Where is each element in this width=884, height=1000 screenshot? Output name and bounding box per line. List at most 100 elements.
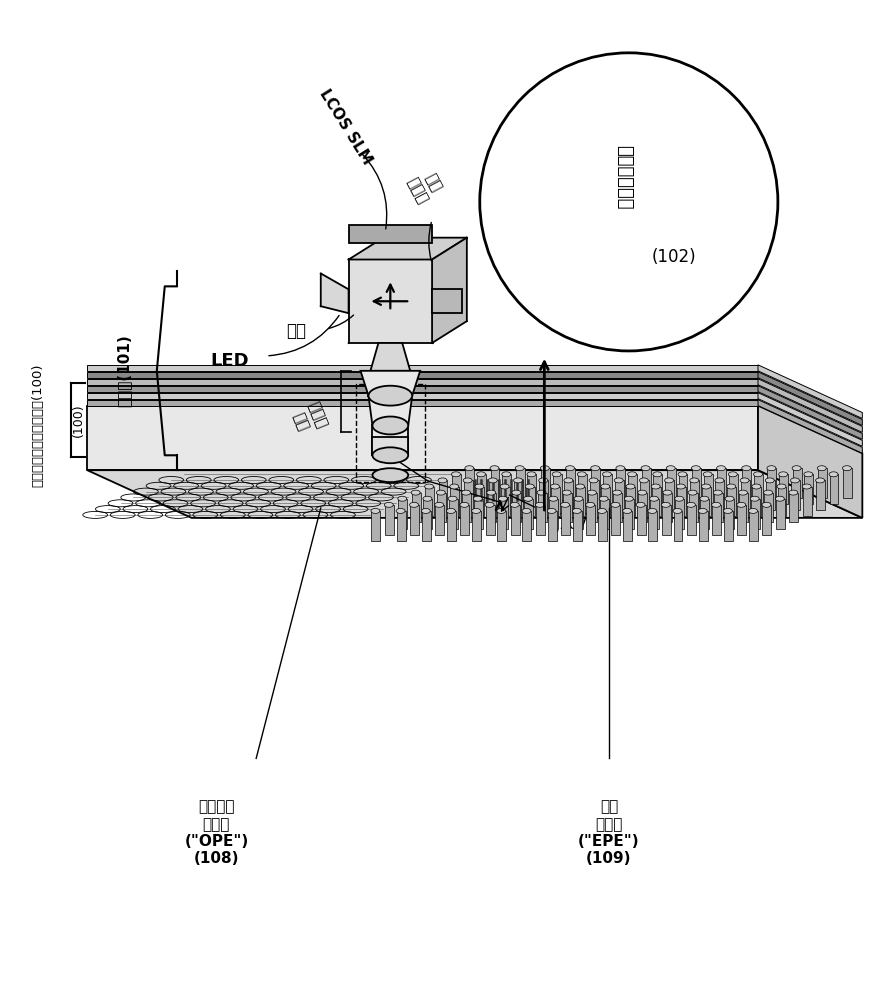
Ellipse shape xyxy=(574,496,583,501)
Bar xyxy=(642,468,651,498)
Bar xyxy=(829,474,839,504)
Ellipse shape xyxy=(767,466,776,471)
Polygon shape xyxy=(88,393,758,399)
Ellipse shape xyxy=(537,490,546,495)
Polygon shape xyxy=(758,365,862,419)
Bar xyxy=(348,225,432,243)
Bar xyxy=(715,480,724,510)
Ellipse shape xyxy=(626,484,635,489)
Polygon shape xyxy=(370,343,410,371)
Ellipse shape xyxy=(487,490,496,495)
Polygon shape xyxy=(88,400,758,406)
Bar xyxy=(599,499,608,529)
Ellipse shape xyxy=(437,490,446,495)
Bar xyxy=(551,487,560,516)
Ellipse shape xyxy=(749,508,758,513)
Bar xyxy=(766,480,774,510)
Bar xyxy=(563,493,572,522)
Text: (102): (102) xyxy=(652,248,696,266)
Bar xyxy=(603,474,612,504)
Bar xyxy=(435,505,444,535)
Ellipse shape xyxy=(500,484,509,489)
Bar xyxy=(638,493,647,522)
Ellipse shape xyxy=(802,484,812,489)
Bar xyxy=(573,511,582,541)
Ellipse shape xyxy=(448,496,457,501)
Text: LED: LED xyxy=(210,352,248,370)
Ellipse shape xyxy=(465,466,474,471)
Bar xyxy=(410,505,419,535)
Ellipse shape xyxy=(587,490,597,495)
Bar xyxy=(586,505,595,535)
Bar xyxy=(372,437,408,455)
Bar xyxy=(739,493,748,522)
Ellipse shape xyxy=(691,466,700,471)
Bar xyxy=(754,474,763,504)
Bar xyxy=(578,474,587,504)
Bar xyxy=(487,493,496,522)
Bar xyxy=(629,474,637,504)
Ellipse shape xyxy=(547,508,556,513)
Ellipse shape xyxy=(497,508,506,513)
Ellipse shape xyxy=(463,478,472,483)
Text: 光源: 光源 xyxy=(286,322,306,340)
Bar xyxy=(552,474,561,504)
Bar xyxy=(465,468,475,498)
Bar xyxy=(549,499,559,529)
Bar xyxy=(778,487,787,516)
Ellipse shape xyxy=(566,466,575,471)
Bar xyxy=(662,505,671,535)
Polygon shape xyxy=(372,425,408,455)
Ellipse shape xyxy=(790,478,799,483)
Ellipse shape xyxy=(775,496,784,501)
Bar xyxy=(614,480,624,510)
Ellipse shape xyxy=(676,484,685,489)
Bar xyxy=(793,468,802,498)
Ellipse shape xyxy=(611,502,620,507)
Ellipse shape xyxy=(818,466,827,471)
Ellipse shape xyxy=(713,490,722,495)
Bar xyxy=(613,493,622,522)
Bar xyxy=(450,487,459,516)
Text: 反射
准直器: 反射 准直器 xyxy=(404,167,446,207)
Ellipse shape xyxy=(779,472,788,477)
Ellipse shape xyxy=(435,502,444,507)
Ellipse shape xyxy=(842,466,851,471)
Bar xyxy=(702,487,711,516)
Bar xyxy=(687,505,696,535)
FancyArrowPatch shape xyxy=(429,222,431,261)
Bar xyxy=(462,493,471,522)
Bar xyxy=(371,511,380,541)
Bar xyxy=(539,480,548,510)
Ellipse shape xyxy=(673,508,682,513)
Ellipse shape xyxy=(510,502,519,507)
Ellipse shape xyxy=(717,466,726,471)
Bar xyxy=(524,499,533,529)
Bar xyxy=(752,487,761,516)
Ellipse shape xyxy=(589,478,598,483)
Bar xyxy=(717,468,726,498)
Text: 耦入光栅
(107): 耦入光栅 (107) xyxy=(554,499,594,531)
Bar xyxy=(804,474,813,504)
Bar xyxy=(499,499,508,529)
Polygon shape xyxy=(88,386,758,392)
Bar xyxy=(776,499,785,529)
Ellipse shape xyxy=(502,472,511,477)
Polygon shape xyxy=(758,379,862,432)
Ellipse shape xyxy=(725,496,734,501)
Ellipse shape xyxy=(372,417,408,434)
Ellipse shape xyxy=(678,472,687,477)
Ellipse shape xyxy=(411,490,420,495)
Ellipse shape xyxy=(525,484,534,489)
Ellipse shape xyxy=(523,496,532,501)
Ellipse shape xyxy=(371,508,380,513)
Bar xyxy=(763,505,772,535)
Bar xyxy=(677,487,686,516)
Bar xyxy=(541,468,550,498)
Ellipse shape xyxy=(460,502,469,507)
Bar xyxy=(791,480,800,510)
Bar xyxy=(502,474,511,504)
Bar xyxy=(425,487,434,516)
Bar xyxy=(491,468,499,498)
Text: 目镜（例如，压印基板）(100): 目镜（例如，压印基板）(100) xyxy=(31,364,44,487)
